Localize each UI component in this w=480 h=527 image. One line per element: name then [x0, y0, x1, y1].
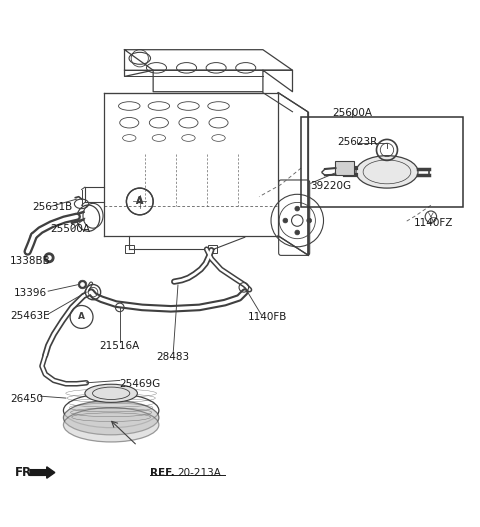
Circle shape — [78, 280, 87, 289]
Text: FR.: FR. — [15, 466, 37, 479]
Ellipse shape — [63, 407, 159, 442]
Text: 25500A: 25500A — [50, 224, 90, 234]
Text: 21516A: 21516A — [100, 340, 140, 350]
Text: 25623R: 25623R — [337, 137, 377, 147]
Text: 13396: 13396 — [13, 288, 47, 298]
Ellipse shape — [63, 401, 159, 435]
Bar — [207, 246, 217, 253]
Text: 39220G: 39220G — [311, 181, 352, 191]
Text: 25463E: 25463E — [10, 311, 49, 321]
Text: A: A — [78, 313, 85, 321]
Circle shape — [307, 218, 312, 223]
Bar — [336, 161, 354, 175]
Text: 25600A: 25600A — [332, 108, 372, 118]
Text: 1140FZ: 1140FZ — [414, 218, 453, 228]
Text: 26450: 26450 — [10, 394, 43, 404]
Polygon shape — [30, 467, 55, 478]
Text: A: A — [136, 197, 144, 207]
Bar — [124, 246, 134, 253]
Circle shape — [295, 206, 300, 211]
Text: A: A — [136, 197, 144, 206]
Ellipse shape — [356, 155, 418, 188]
Text: 25631B: 25631B — [33, 202, 72, 212]
Circle shape — [283, 218, 288, 223]
Text: 1338BB: 1338BB — [10, 256, 51, 266]
Text: 20-213A: 20-213A — [177, 467, 221, 477]
Circle shape — [47, 256, 51, 260]
Circle shape — [44, 253, 54, 262]
Text: 28483: 28483 — [156, 352, 190, 362]
Text: 1140FB: 1140FB — [248, 312, 288, 322]
Text: REF.: REF. — [150, 467, 175, 477]
Circle shape — [295, 230, 300, 235]
Text: 25469G: 25469G — [120, 379, 161, 389]
Circle shape — [81, 282, 84, 286]
Ellipse shape — [85, 384, 137, 403]
Bar — [301, 116, 463, 207]
